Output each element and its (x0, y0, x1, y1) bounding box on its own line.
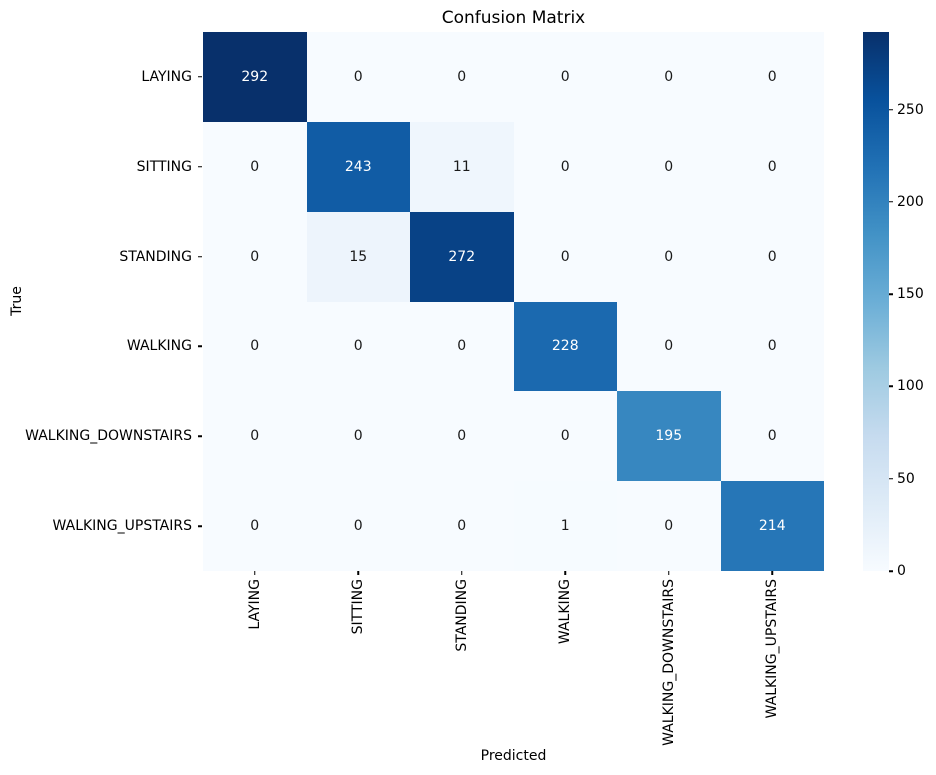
heatmap-cell: 0 (617, 301, 721, 392)
heatmap-cell: 0 (410, 32, 514, 122)
heatmap-cell: 0 (720, 32, 824, 122)
x-tick-label: STANDING (453, 579, 470, 652)
heatmap-cell: 15 (306, 211, 410, 302)
heatmap-cell: 0 (617, 121, 721, 212)
y-tick-label: WALKING_UPSTAIRS (52, 518, 192, 535)
y-tick-mark (198, 166, 202, 168)
colorbar-tick-mark (889, 477, 893, 480)
heatmap-cell: 0 (410, 301, 514, 392)
colorbar-tick-label: 250 (897, 101, 924, 118)
y-tick-mark (198, 255, 202, 258)
x-tick-mark (564, 571, 566, 575)
heatmap-cell: 0 (410, 391, 514, 482)
x-tick-label: WALKING_UPSTAIRS (764, 579, 781, 719)
y-tick-mark (198, 76, 202, 78)
y-tick-label: WALKING (126, 338, 192, 355)
heatmap-cell: 0 (617, 211, 721, 302)
x-tick-mark (357, 571, 359, 575)
heatmap-cell: 0 (617, 481, 721, 571)
y-tick-label: LAYING (141, 68, 192, 85)
colorbar-tick-label: 150 (897, 286, 924, 303)
heatmap-cell: 0 (410, 481, 514, 571)
x-tick-mark (254, 571, 256, 575)
heatmap-cell: 0 (720, 211, 824, 302)
colorbar-tick-mark (889, 293, 893, 295)
heatmap-cell: 0 (513, 211, 617, 302)
heatmap-cell: 0 (720, 391, 824, 482)
colorbar-tick-mark (889, 108, 893, 111)
x-tick-mark (668, 571, 670, 575)
heatmap-cell: 0 (617, 32, 721, 122)
y-tick-label: STANDING (119, 248, 192, 265)
colorbar-tick-label: 50 (897, 470, 915, 487)
x-tick-mark (461, 571, 463, 575)
heatmap-cell: 228 (513, 301, 617, 392)
heatmap-cell: 0 (306, 481, 410, 571)
y-tick-mark (198, 525, 202, 527)
heatmap-cell: 0 (513, 32, 617, 122)
colorbar-tick-label: 100 (897, 378, 924, 395)
colorbar-tick-label: 200 (897, 193, 924, 210)
heatmap-cell: 243 (306, 121, 410, 212)
x-tick-label: SITTING (350, 579, 367, 635)
colorbar (863, 32, 889, 571)
heatmap-cell: 0 (513, 121, 617, 212)
x-tick-label: WALKING_DOWNSTAIRS (660, 579, 677, 746)
heatmap-cell: 272 (410, 211, 514, 302)
heatmap-cell: 195 (617, 391, 721, 482)
heatmap-cell: 0 (203, 211, 307, 302)
colorbar-tick-mark (889, 385, 893, 388)
y-tick-label: SITTING (136, 158, 192, 175)
heatmap-cell: 214 (720, 481, 824, 571)
x-axis-label: Predicted (480, 748, 547, 764)
y-axis-label: True (9, 286, 25, 316)
heatmap-cell: 0 (203, 121, 307, 212)
heatmap-cell: 0 (203, 301, 307, 392)
heatmap-cell: 0 (203, 391, 307, 482)
heatmap-cell: 0 (720, 121, 824, 212)
colorbar-tick-mark (889, 201, 893, 203)
heatmap-cell: 0 (306, 301, 410, 392)
colorbar-tick-mark (889, 570, 893, 572)
heatmap-cell: 11 (410, 121, 514, 212)
y-tick-label: WALKING_DOWNSTAIRS (25, 428, 192, 445)
heatmap-cell: 0 (513, 391, 617, 482)
heatmap-cell: 0 (720, 301, 824, 392)
x-tick-label: WALKING (557, 579, 574, 645)
heatmap-cell: 1 (513, 481, 617, 571)
y-tick-mark (198, 345, 202, 348)
y-tick-mark (198, 435, 202, 437)
chart-title: Confusion Matrix (441, 8, 586, 28)
x-tick-mark (771, 571, 773, 575)
x-tick-label: LAYING (246, 579, 263, 630)
heatmap-cell: 292 (203, 32, 307, 122)
heatmap-cell: 0 (203, 481, 307, 571)
heatmap-cell: 0 (306, 391, 410, 482)
heatmap-cell: 0 (306, 32, 410, 122)
heatmap-grid: 292 0 0 0 0 0 0 243 11 0 0 0 0 15 272 0 0 0 0 0 0 228 0 0 0 0 0 0 19… (203, 32, 824, 571)
colorbar-tick-label: 0 (897, 563, 906, 579)
